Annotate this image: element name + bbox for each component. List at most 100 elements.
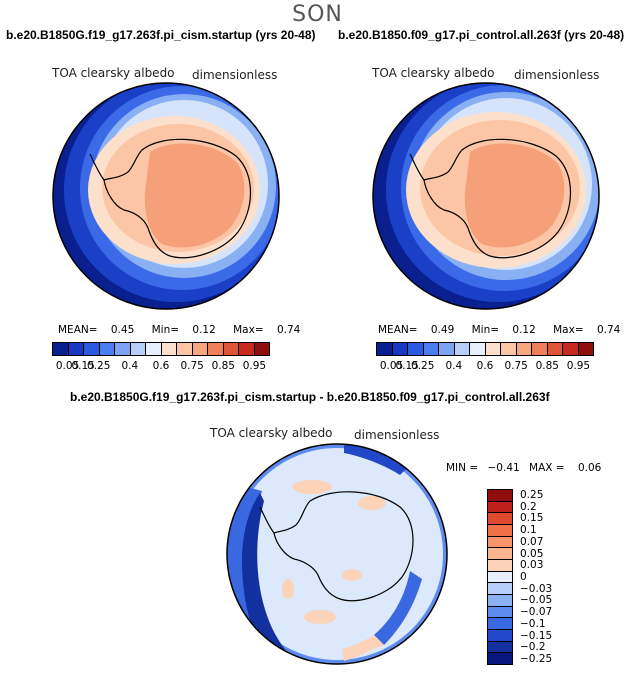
left-colorbar-swatch: [99, 343, 115, 355]
right-colorbar-tick-label: 0.4: [445, 360, 463, 372]
diff-min-label: MIN =: [446, 462, 479, 474]
diff-colorbar-swatch: [488, 501, 512, 514]
right-mean-label: MEAN=: [378, 324, 418, 336]
right-max-value: 0.74: [596, 324, 621, 336]
right-colorbar-swatch: [423, 343, 439, 355]
left-colorbar-tick-label: 0.05: [55, 360, 80, 372]
right-variable-label: TOA clearsky albedo: [372, 66, 495, 80]
diff-colorbar-labels: 0.25 0.2 0.15 0.1 0.07 0.05 0.03 0 −0.03 −0.05 −0.…: [520, 489, 580, 665]
left-max-value: 0.74: [276, 324, 301, 336]
right-colorbar-swatch: [547, 343, 563, 355]
left-colorbar-swatch: [177, 343, 193, 355]
diff-colorbar-tick-label: 0.03: [520, 559, 544, 572]
diff-colorbar-tick-label: 0.05: [520, 547, 544, 560]
diff-polar-map: [226, 443, 448, 665]
diff-colorbar-swatch: [488, 525, 512, 537]
right-colorbar-swatch: [563, 343, 579, 355]
right-colorbar-swatch: [578, 343, 593, 355]
left-colorbar-tick-label: 0.6: [152, 360, 170, 372]
right-colorbar-labels: 0.05 0.15 0.25 0.4 0.6 0.75 0.85 0.95: [376, 360, 594, 374]
left-colorbar-swatch: [208, 343, 224, 355]
diff-min-value: −0.41: [487, 462, 520, 474]
right-colorbar-swatch: [485, 343, 501, 355]
diff-colorbar-tick-label: −0.1: [520, 617, 546, 630]
diff-colorbar-tick-label: 0.15: [520, 512, 544, 525]
diff-colorbar-swatch: [488, 490, 512, 502]
season-title: SON: [292, 2, 343, 27]
left-max-label: Max=: [233, 324, 264, 336]
left-colorbar-tick-label: 0.95: [242, 360, 267, 372]
left-colorbar-swatch: [130, 343, 146, 355]
left-colorbar-swatch: [239, 343, 255, 355]
left-colorbar-labels: 0.05 0.15 0.25 0.4 0.6 0.75 0.85 0.95: [52, 360, 270, 374]
diff-variable-label: TOA clearsky albedo: [210, 426, 333, 440]
diff-colorbar-swatch: [488, 618, 512, 631]
left-colorbar-swatch: [115, 343, 131, 355]
right-colorbar-swatch: [532, 343, 548, 355]
left-colorbar-tick-label: 0.4: [121, 360, 139, 372]
left-colorbar-swatch: [146, 343, 162, 355]
diff-colorbar-tick-label: −0.03: [520, 582, 553, 595]
left-polar-map: [52, 82, 280, 310]
right-colorbar-tick-label: 0.6: [476, 360, 494, 372]
right-colorbar-swatch: [377, 343, 393, 355]
left-colorbar-swatch: [53, 343, 69, 355]
right-colorbar-tick-label: 0.85: [535, 360, 559, 372]
diff-colorbar-tick-label: −0.25: [520, 653, 553, 666]
diff-colorbar-tick-label: 0.1: [520, 524, 537, 537]
left-colorbar-swatch: [161, 343, 177, 355]
left-min-label: Min=: [151, 324, 180, 336]
left-units-label: dimensionless: [192, 68, 278, 82]
right-colorbar-tick-label: 0.75: [504, 360, 528, 372]
diff-colorbar-swatch: [488, 630, 512, 642]
diff-colorbar-swatch: [488, 583, 512, 596]
diff-max-value: 0.06: [577, 462, 602, 474]
diff-colorbar-swatch: [488, 548, 512, 561]
left-colorbar-swatch: [223, 343, 239, 355]
right-colorbar-swatch: [408, 343, 424, 355]
right-colorbar-swatch: [470, 343, 486, 355]
diff-colorbar-tick-label: −0.07: [520, 606, 553, 619]
diff-colorbar-swatch: [488, 560, 512, 572]
right-min-label: Min=: [471, 324, 500, 336]
left-colorbar-tick-label: 0.25: [87, 360, 111, 372]
diff-colorbar-swatch: [488, 513, 512, 526]
diff-colorbar-tick-label: −0.15: [520, 629, 553, 642]
left-colorbar-tick-label: 0.15: [71, 360, 95, 372]
diff-colorbar-swatch: [488, 641, 512, 654]
diff-colorbar-tick-label: −0.2: [520, 641, 546, 654]
left-colorbar: [52, 342, 270, 356]
right-colorbar-swatch: [392, 343, 408, 355]
right-colorbar-swatch: [439, 343, 455, 355]
right-colorbar-tick-label: 0.05: [379, 360, 404, 372]
diff-max-label: MAX =: [529, 462, 565, 474]
right-colorbar-swatch: [501, 343, 517, 355]
right-colorbar-swatch: [454, 343, 470, 355]
left-colorbar-swatch: [192, 343, 208, 355]
right-max-label: Max=: [553, 324, 584, 336]
diff-units-label: dimensionless: [354, 428, 440, 442]
left-colorbar-swatch: [254, 343, 269, 355]
left-min-value: 0.12: [192, 324, 216, 336]
diff-colorbar: [487, 489, 513, 665]
right-colorbar: [376, 342, 594, 356]
diff-colorbar-tick-label: 0.2: [520, 500, 537, 513]
right-polar-map: [372, 82, 600, 310]
right-colorbar-tick-label: 0.25: [411, 360, 435, 372]
left-colorbar-tick-label: 0.75: [180, 360, 204, 372]
diff-panel-title: b.e20.B1850G.f19_g17.263f.pi_cism.startu…: [70, 390, 550, 404]
left-mean-label: MEAN=: [58, 324, 98, 336]
left-colorbar-swatch: [68, 343, 84, 355]
left-colorbar-tick-label: 0.85: [211, 360, 235, 372]
diff-colorbar-swatch: [488, 536, 512, 549]
diff-colorbar-tick-label: −0.05: [520, 594, 553, 607]
right-colorbar-swatch: [516, 343, 532, 355]
diff-colorbar-tick-label: 0: [520, 571, 527, 583]
diff-colorbar-tick-label: 0.07: [520, 535, 544, 548]
diff-colorbar-swatch: [488, 571, 512, 584]
right-colorbar-tick-label: 0.95: [566, 360, 591, 372]
right-mean-value: 0.49: [430, 324, 455, 336]
right-min-value: 0.12: [512, 324, 536, 336]
diff-colorbar-swatch: [488, 606, 512, 619]
right-colorbar-tick-label: 0.15: [395, 360, 419, 372]
